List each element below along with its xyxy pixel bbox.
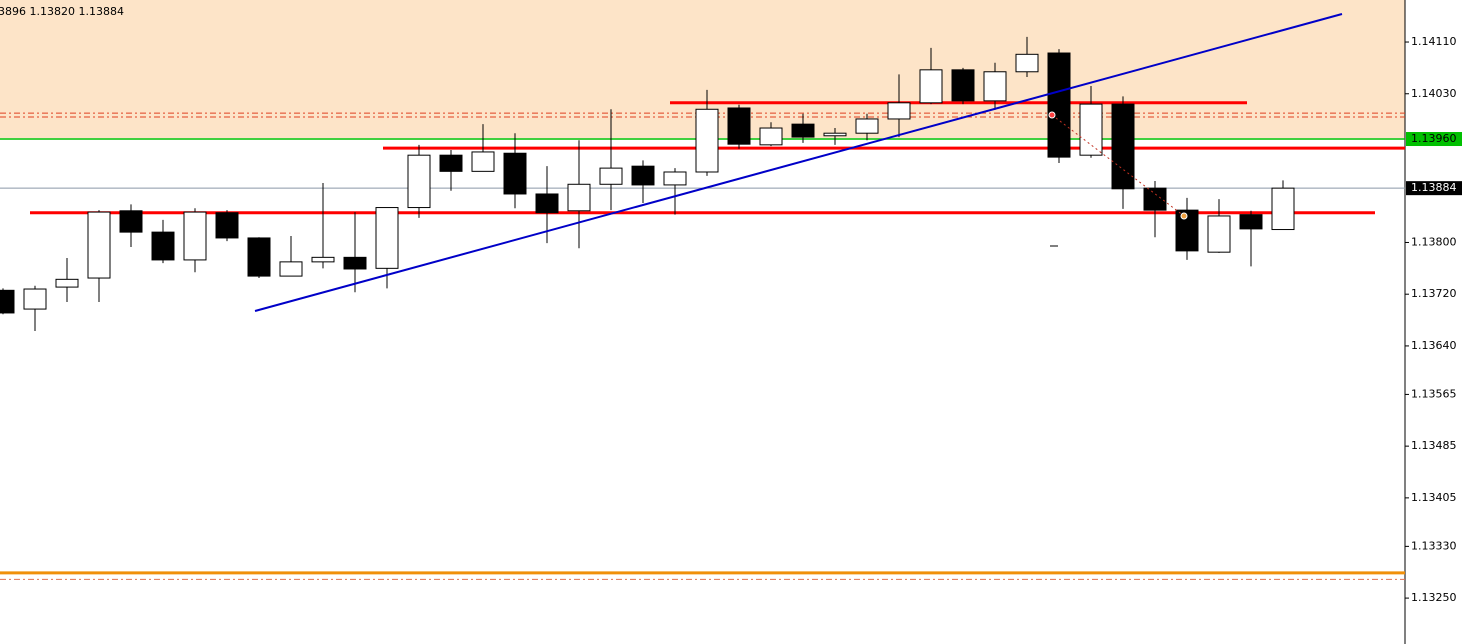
candle-body (535, 193, 559, 214)
candle-body (599, 167, 623, 185)
candle-body (55, 278, 79, 288)
y-tick-label: 1.13250 (1411, 591, 1457, 604)
candle-body (311, 256, 335, 263)
candle-body (887, 102, 911, 120)
candle-body (375, 207, 399, 269)
candle-body (247, 237, 271, 277)
candle-body (791, 123, 815, 138)
y-tick-label: 1.13565 (1411, 387, 1457, 400)
current-price-box (1406, 181, 1462, 196)
candle-body (663, 171, 687, 186)
candle-body (695, 108, 719, 173)
candle-body (0, 289, 15, 314)
candle-body (631, 165, 655, 186)
candle-body (471, 151, 495, 172)
candle-body (279, 261, 303, 277)
level-label-box (1406, 132, 1462, 147)
candle-body (727, 107, 751, 145)
y-tick-label: 1.14110 (1411, 35, 1457, 48)
level-label: 1.13960 (1411, 132, 1457, 145)
y-tick-label: 1.14030 (1411, 87, 1457, 100)
candle-body (951, 69, 975, 102)
candle-body (151, 231, 175, 261)
candle-body (1015, 53, 1039, 73)
candle-body (1143, 187, 1167, 211)
y-tick-label: 1.13330 (1411, 539, 1457, 552)
candle-body (407, 154, 431, 209)
y-tick-label: 1.13640 (1411, 339, 1457, 352)
header: 3896 1.13820 1.13884 (0, 5, 124, 18)
candle-body (119, 210, 143, 233)
arrow-mark (1048, 111, 1056, 119)
candle-body (823, 132, 847, 137)
trend-line (254, 13, 1343, 312)
y-tick-label: 1.13485 (1411, 439, 1457, 452)
candle-body (1239, 214, 1263, 230)
candle-body (439, 154, 463, 172)
candle-body (567, 183, 591, 212)
candle-body (215, 212, 239, 239)
y-tick-label: 1.13720 (1411, 287, 1457, 300)
candle-body (855, 118, 879, 134)
candle-body (1079, 103, 1103, 156)
candle-body (23, 288, 47, 310)
candle-body (87, 211, 111, 279)
candle-body (759, 127, 783, 146)
y-tick-label: 1.13405 (1411, 491, 1457, 504)
candle-body (919, 69, 943, 104)
candle-body (1271, 187, 1295, 231)
candle-body (183, 211, 207, 261)
arrow-mark (1180, 212, 1188, 220)
y-tick-label: 1.13800 (1411, 235, 1457, 248)
current-price-label: 1.13884 (1411, 181, 1457, 194)
candle-body (1207, 215, 1231, 253)
candle-body (1111, 103, 1135, 190)
candle-body (983, 71, 1007, 102)
candle-body (1047, 52, 1071, 158)
candle-body (343, 256, 367, 270)
candle-body (1175, 209, 1199, 252)
candle-body (503, 152, 527, 195)
